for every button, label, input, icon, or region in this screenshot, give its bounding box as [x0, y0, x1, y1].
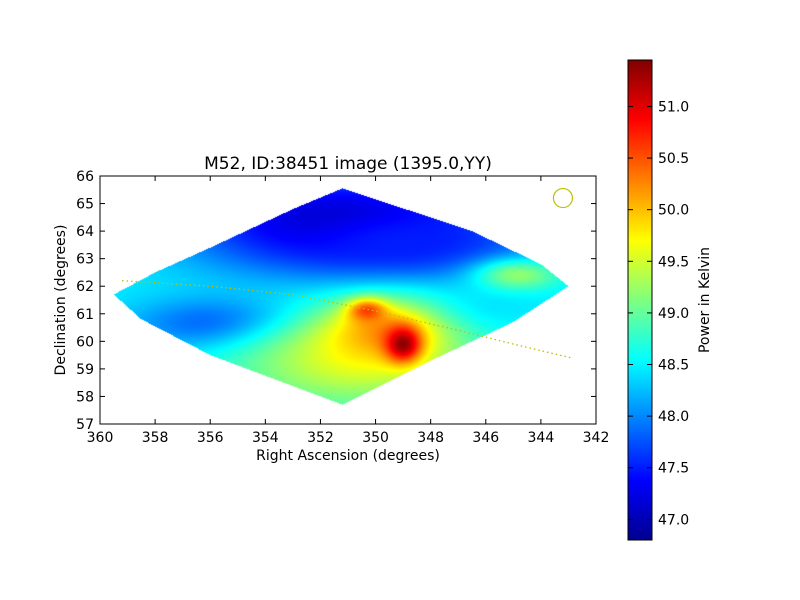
plot-area: 360 358 356 354 352 350 348 346 344 342 57 58 59 60 6…	[53, 154, 609, 464]
colorbar-tick-label: 47.5	[658, 461, 689, 477]
chart-title: M52, ID:38451 image (1395.0,YY)	[204, 154, 492, 174]
colorbar-ramp	[627, 59, 653, 541]
x-tick-label: 346	[472, 430, 499, 446]
y-tick-label: 65	[76, 197, 94, 213]
beam-marker	[552, 187, 574, 209]
colorbar-tick-label: 49.0	[658, 306, 689, 322]
x-tick-label: 348	[417, 430, 444, 446]
colorbar-tick-label: 47.0	[658, 512, 689, 528]
x-tick-label: 354	[252, 430, 279, 446]
y-tick-label: 62	[76, 279, 94, 295]
x-axis-label: Right Ascension (degrees)	[256, 448, 440, 464]
track-line	[122, 280, 572, 359]
y-axis-label: Declination (degrees)	[53, 225, 69, 376]
y-tick-label: 63	[76, 252, 94, 268]
y-tick-label: 64	[76, 224, 94, 240]
y-tick-label: 59	[76, 362, 94, 378]
y-tick-label: 58	[76, 389, 94, 405]
colorbar-tick-label: 50.0	[658, 203, 689, 219]
y-tick-label: 66	[76, 169, 94, 185]
y-tick-label: 61	[76, 307, 94, 323]
colorbar: 47.0 47.5 48.0 48.5 49.0 49.5 50.0 50.5 51.0 Pow…	[627, 59, 713, 541]
colorbar-tick-label: 51.0	[658, 99, 689, 115]
colorbar-label: Power in Kelvin	[697, 247, 713, 353]
colorbar-tick-label: 48.5	[658, 358, 689, 374]
x-axis: 360 358 356 354 352 350 348 346 344 342	[87, 176, 610, 446]
x-tick-label: 356	[197, 430, 224, 446]
x-tick-label: 360	[87, 430, 114, 446]
x-tick-label: 350	[362, 430, 389, 446]
heatmap-image	[100, 176, 596, 424]
colorbar-ticks: 47.0 47.5 48.0 48.5 49.0 49.5 50.0 50.5 51.0	[628, 99, 689, 528]
x-tick-label: 358	[142, 430, 169, 446]
y-axis: 57 58 59 60 61 62 63 64 65 66	[76, 169, 596, 433]
plot-frame	[99, 175, 597, 425]
x-tick-label: 344	[528, 430, 555, 446]
colorbar-tick-label: 48.0	[658, 409, 689, 425]
x-tick-label: 342	[583, 430, 610, 446]
y-tick-label: 60	[76, 334, 94, 350]
y-tick-label: 57	[76, 417, 94, 433]
colorbar-tick-label: 49.5	[658, 254, 689, 270]
x-tick-label: 352	[307, 430, 334, 446]
colorbar-tick-label: 50.5	[658, 151, 689, 167]
